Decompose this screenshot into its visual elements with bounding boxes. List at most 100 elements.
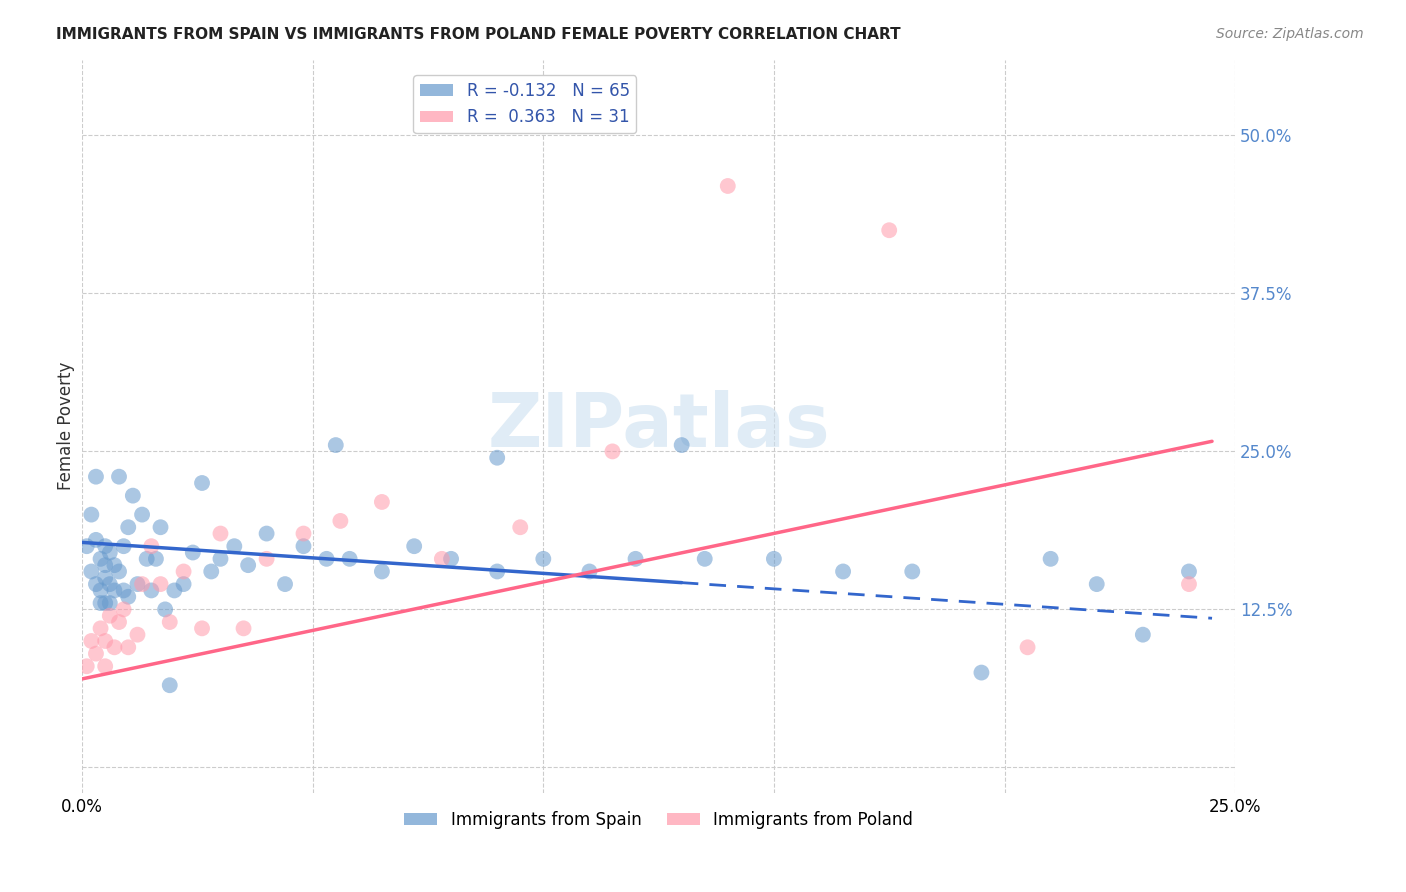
Point [94,659,117,673]
Point [440,551,463,566]
Legend: Immigrants from Spain, Immigrants from Poland: Immigrants from Spain, Immigrants from P… [398,805,920,836]
Point [135,551,157,566]
Point [762,551,785,566]
Point [103,640,125,655]
Point [1178,565,1201,579]
Point [127,628,149,642]
Point [127,577,149,591]
Point [94,558,117,573]
Point [901,565,924,579]
Y-axis label: Female Poverty: Female Poverty [58,362,75,491]
Point [117,520,139,534]
Point [112,539,135,553]
Point [339,551,361,566]
Point [90,583,112,598]
Point [94,571,117,585]
Point [141,583,163,598]
Point [970,665,993,680]
Point [877,223,900,237]
Point [112,602,135,616]
Point [224,539,246,553]
Point [94,596,117,610]
Point [149,520,172,534]
Point [509,520,531,534]
Point [236,558,259,573]
Point [200,565,222,579]
Point [325,438,347,452]
Point [84,647,107,661]
Point [173,565,195,579]
Point [163,583,186,598]
Point [159,615,181,629]
Point [292,539,315,553]
Point [329,514,352,528]
Text: IMMIGRANTS FROM SPAIN VS IMMIGRANTS FROM POLAND FEMALE POVERTY CORRELATION CHART: IMMIGRANTS FROM SPAIN VS IMMIGRANTS FROM… [56,27,901,42]
Point [209,526,232,541]
Point [671,438,693,452]
Text: ZIPatlas: ZIPatlas [488,390,830,463]
Point [371,565,394,579]
Point [141,539,163,553]
Point [371,495,394,509]
Point [98,545,121,559]
Point [256,526,278,541]
Point [94,539,117,553]
Point [153,602,176,616]
Text: Source: ZipAtlas.com: Source: ZipAtlas.com [1216,27,1364,41]
Point [315,551,337,566]
Point [578,565,600,579]
Point [117,590,139,604]
Point [103,583,125,598]
Point [173,577,195,591]
Point [256,551,278,566]
Point [84,533,107,547]
Point [98,577,121,591]
Point [149,577,172,591]
Point [159,678,181,692]
Point [103,558,125,573]
Point [232,621,254,635]
Point [84,469,107,483]
Point [274,577,297,591]
Point [430,551,453,566]
Point [98,608,121,623]
Point [108,565,131,579]
Point [80,565,103,579]
Point [90,596,112,610]
Point [832,565,855,579]
Point [531,551,554,566]
Point [145,551,167,566]
Point [98,596,121,610]
Point [108,615,131,629]
Point [94,634,117,648]
Point [117,640,139,655]
Point [209,551,232,566]
Point [112,583,135,598]
Point [404,539,426,553]
Point [80,634,103,648]
Point [90,621,112,635]
Point [108,469,131,483]
Point [121,489,143,503]
Point [80,508,103,522]
Point [1017,640,1039,655]
Point [1085,577,1108,591]
Point [76,659,98,673]
Point [76,539,98,553]
Point [191,621,214,635]
Point [602,444,624,458]
Point [1178,577,1201,591]
Point [1039,551,1062,566]
Point [486,565,509,579]
Point [131,577,153,591]
Point [181,545,204,559]
Point [717,179,740,194]
Point [486,450,509,465]
Point [292,526,315,541]
Point [90,551,112,566]
Point [84,577,107,591]
Point [1132,628,1154,642]
Point [191,475,214,490]
Point [624,551,647,566]
Point [693,551,716,566]
